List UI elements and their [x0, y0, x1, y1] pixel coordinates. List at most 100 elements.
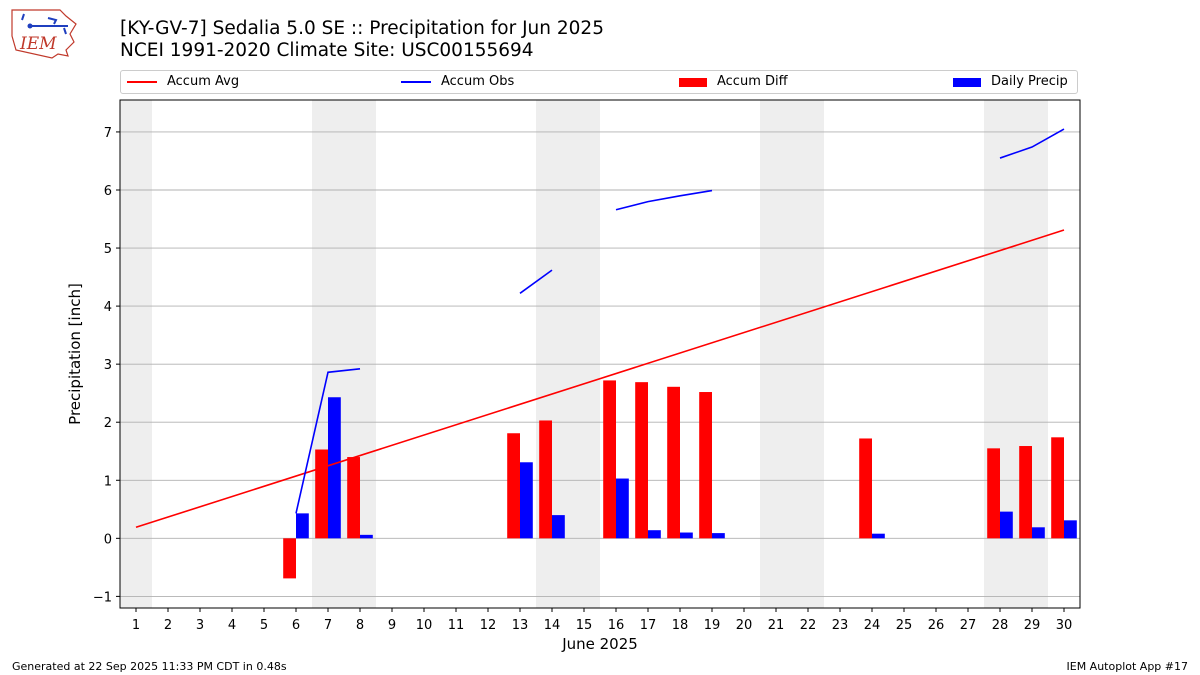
legend-item-accum-avg: Accum Avg	[127, 74, 239, 90]
daily-precip-bar-18	[680, 532, 693, 539]
weekend-shading	[120, 100, 1048, 608]
y-tick-label-0: 0	[104, 532, 112, 547]
chart-title-line2: NCEI 1991-2020 Climate Site: USC00155694	[120, 40, 534, 61]
x-tick-label-30: 30	[1056, 618, 1073, 633]
x-tick-label-27: 27	[960, 618, 977, 633]
x-tick-label-29: 29	[1024, 618, 1041, 633]
x-tick-label-5: 5	[260, 618, 268, 633]
accum-diff-bar-29	[1019, 446, 1032, 539]
iem-logo: IEM	[11, 9, 77, 59]
x-tick-label-21: 21	[768, 618, 785, 633]
legend-item-daily-precip: Daily Precip	[953, 74, 1068, 90]
generated-footer: Generated at 22 Sep 2025 11:33 PM CDT in…	[12, 660, 287, 673]
bars	[283, 380, 1077, 579]
y-tick-label-2: 2	[104, 416, 112, 431]
weekend-band-4	[760, 100, 824, 608]
x-tick-label-9: 9	[388, 618, 396, 633]
x-tick-label-8: 8	[356, 618, 364, 633]
x-tick-label-14: 14	[544, 618, 561, 633]
accum-diff-bar-7	[315, 449, 328, 539]
plot-frame	[119, 99, 1081, 609]
accum-diff-bar-30	[1051, 437, 1064, 539]
x-tick-label-4: 4	[228, 618, 236, 633]
x-axis-ticks: 1 2 3 4 5 6 7 8 9 10 11 12 13 14 15 16 17 18 19 20 21 22 23 24 2…	[132, 608, 1072, 633]
daily-precip-bar-14	[552, 515, 565, 539]
x-tick-label-23: 23	[832, 618, 849, 633]
x-tick-label-20: 20	[736, 618, 753, 633]
legend-swatch-daily-precip	[953, 77, 981, 87]
y-tick-label--1: −1	[93, 590, 112, 605]
daily-precip-bar-28	[1000, 511, 1013, 539]
x-tick-label-22: 22	[800, 618, 817, 633]
legend-label-accum-diff: Accum Diff	[717, 74, 788, 89]
accum-diff-bar-18	[667, 386, 680, 539]
accum-obs-line-2	[519, 269, 553, 294]
y-axis-label: Precipitation [inch]	[66, 283, 84, 425]
x-tick-label-19: 19	[704, 618, 721, 633]
accum-obs-line-3	[615, 189, 713, 211]
y-tick-label-3: 3	[104, 358, 112, 373]
legend-swatch-accum-avg	[127, 81, 157, 83]
daily-precip-bar-30	[1064, 520, 1077, 539]
daily-precip-bar-8	[360, 534, 373, 539]
x-tick-label-25: 25	[896, 618, 913, 633]
accum-diff-bar-24	[859, 438, 872, 539]
daily-precip-bar-29	[1032, 527, 1045, 539]
y-tick-label-1: 1	[104, 474, 112, 489]
accum-diff-bar-17	[635, 382, 648, 539]
chart-title-line1: [KY-GV-7] Sedalia 5.0 SE :: Precipitatio…	[120, 18, 604, 39]
daily-precip-bar-6	[296, 513, 309, 539]
x-tick-label-10: 10	[416, 618, 433, 633]
app-footer: IEM Autoplot App #17	[1066, 660, 1189, 673]
daily-precip-bar-16	[616, 478, 629, 539]
x-tick-label-16: 16	[608, 618, 625, 633]
x-axis-label: June 2025	[561, 635, 638, 653]
accum-diff-bar-19	[699, 392, 712, 539]
x-tick-label-7: 7	[324, 618, 332, 633]
y-tick-label-5: 5	[104, 242, 112, 257]
legend-swatch-accum-diff	[679, 77, 707, 87]
x-tick-label-2: 2	[164, 618, 172, 633]
daily-precip-bar-17	[648, 530, 661, 539]
accum-obs-line-1	[295, 368, 361, 514]
legend-swatch-accum-obs	[401, 81, 431, 83]
legend-label-accum-avg: Accum Avg	[167, 74, 240, 89]
x-tick-label-17: 17	[640, 618, 657, 633]
chart-legend: Accum Avg Accum Obs Accum Diff Daily Pre…	[120, 70, 1078, 94]
x-tick-label-28: 28	[992, 618, 1009, 633]
accum-diff-bar-16	[603, 380, 616, 539]
accum-obs-line-4	[999, 128, 1065, 159]
x-tick-label-1: 1	[132, 618, 140, 633]
x-tick-label-12: 12	[480, 618, 497, 633]
accum-diff-bar-28	[987, 448, 1000, 539]
x-tick-label-26: 26	[928, 618, 945, 633]
lines	[135, 128, 1065, 529]
legend-label-daily-precip: Daily Precip	[991, 74, 1068, 89]
accum-avg-line	[135, 229, 1065, 529]
y-gridlines	[120, 131, 1080, 597]
x-tick-label-24: 24	[864, 618, 881, 633]
accum-diff-bar-6	[283, 538, 296, 579]
x-tick-label-6: 6	[292, 618, 300, 633]
x-tick-label-18: 18	[672, 618, 689, 633]
y-tick-label-4: 4	[104, 300, 112, 315]
daily-precip-bar-13	[520, 462, 533, 539]
x-tick-label-3: 3	[196, 618, 204, 633]
y-tick-label-6: 6	[104, 184, 112, 199]
accum-diff-bar-13	[507, 433, 520, 539]
daily-precip-bar-19	[712, 533, 725, 539]
x-tick-label-11: 11	[448, 618, 465, 633]
daily-precip-bar-24	[872, 533, 885, 539]
x-tick-label-13: 13	[512, 618, 529, 633]
legend-item-accum-obs: Accum Obs	[401, 74, 514, 90]
x-tick-label-15: 15	[576, 618, 593, 633]
weekend-band-1	[120, 100, 152, 608]
svg-text:IEM: IEM	[19, 34, 57, 54]
accum-diff-bar-14	[539, 420, 552, 539]
chart-title: [KY-GV-7] Sedalia 5.0 SE :: Precipitatio…	[120, 18, 604, 62]
accum-diff-bar-8	[347, 457, 360, 539]
y-tick-label-7: 7	[104, 126, 112, 141]
legend-label-accum-obs: Accum Obs	[441, 74, 515, 89]
daily-precip-bar-7	[328, 397, 341, 539]
